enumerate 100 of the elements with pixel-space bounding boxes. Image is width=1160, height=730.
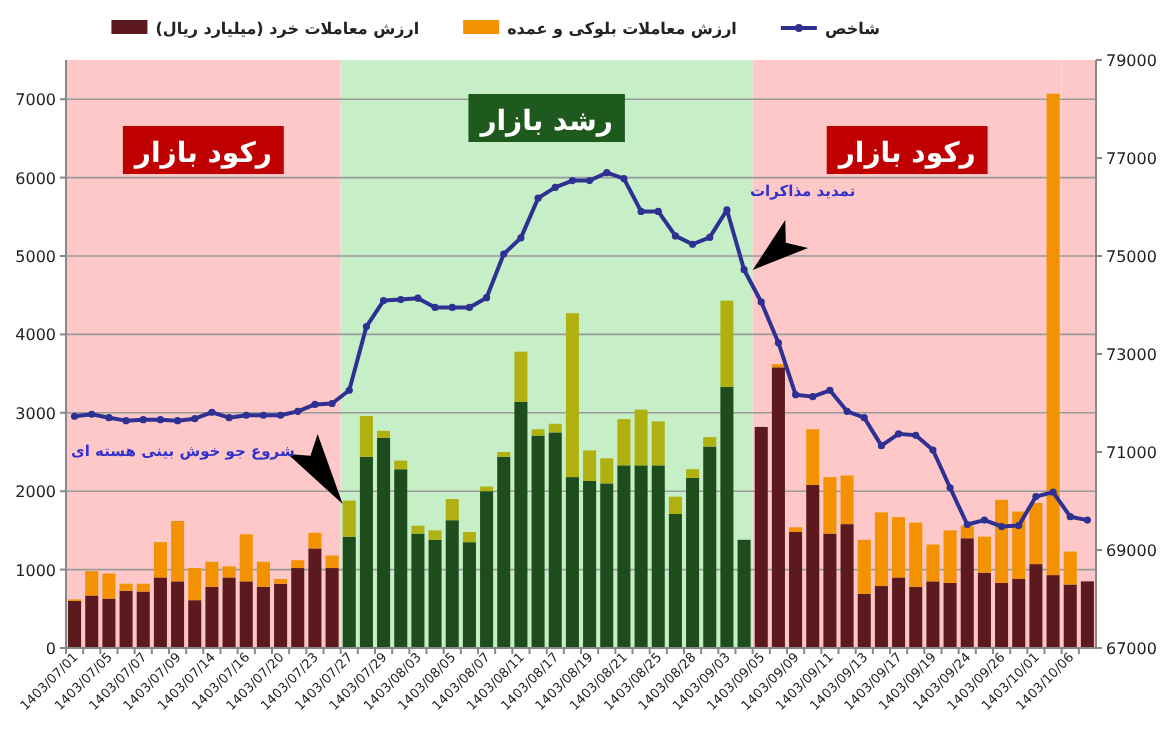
point [294, 407, 302, 415]
point [894, 430, 903, 438]
bar [102, 598, 116, 648]
band-label: رکود بازار [836, 138, 976, 170]
bar [703, 437, 717, 447]
bar [171, 581, 185, 648]
bar [960, 538, 974, 648]
bar [462, 531, 476, 543]
bar [342, 536, 356, 648]
bar [188, 600, 202, 648]
bar [377, 430, 391, 438]
bar [514, 351, 528, 402]
legend-label: ارزش معاملات خرد (میلیارد ریال) [155, 20, 420, 38]
bar [806, 484, 820, 648]
bar [497, 456, 511, 648]
bar [823, 533, 837, 648]
point [877, 442, 886, 450]
point [706, 233, 714, 241]
bar [754, 426, 768, 648]
bar [789, 531, 803, 648]
bar [548, 423, 562, 433]
point [465, 303, 474, 312]
bar [531, 429, 545, 436]
bar [411, 533, 425, 648]
bar [720, 300, 734, 387]
bar [1063, 551, 1077, 585]
y-tick-label: 5000 [15, 248, 56, 266]
bar [943, 530, 957, 583]
bar [977, 536, 991, 573]
bar [68, 600, 82, 648]
bar [1012, 579, 1026, 648]
bar [840, 475, 854, 525]
bar [771, 367, 785, 648]
point [620, 174, 628, 183]
bar [548, 432, 562, 648]
point [654, 207, 662, 216]
y-tick-label: 7000 [15, 91, 56, 110]
point [191, 415, 199, 423]
point [912, 431, 920, 439]
point [534, 194, 542, 202]
y2-tick-label: 67000 [1106, 640, 1157, 658]
bar [565, 477, 579, 648]
y-tick-label: 6000 [15, 169, 56, 188]
bar [85, 571, 99, 596]
bar [171, 520, 185, 582]
point [946, 484, 954, 492]
bar [119, 590, 133, 648]
bar [737, 539, 751, 648]
bar [325, 568, 339, 648]
point [225, 414, 233, 422]
bar [514, 401, 528, 648]
bar [1063, 584, 1077, 648]
bar [600, 483, 614, 648]
bar [188, 568, 202, 601]
bar [874, 586, 888, 648]
point [688, 240, 697, 248]
bar [668, 496, 682, 514]
bar [806, 429, 820, 485]
point [517, 234, 525, 242]
point [362, 322, 371, 331]
point [242, 411, 250, 419]
bar [205, 561, 219, 587]
point [929, 446, 937, 454]
bar [995, 499, 1009, 583]
y2-tick-label: 69000 [1106, 542, 1157, 560]
point [414, 294, 422, 302]
bar [617, 465, 631, 648]
bar [256, 561, 270, 587]
point [88, 410, 96, 418]
bar [823, 477, 837, 534]
y-tick-label: 2000 [15, 483, 56, 502]
point [826, 386, 834, 394]
bar [720, 386, 734, 648]
point [173, 417, 182, 425]
bar [892, 517, 906, 578]
bar [926, 581, 940, 648]
point [311, 400, 319, 409]
bar [239, 581, 253, 648]
bar [634, 465, 648, 648]
bar [857, 539, 871, 594]
point [980, 516, 989, 524]
bar [274, 583, 288, 648]
point [139, 416, 147, 424]
bar [222, 566, 236, 578]
bar [291, 568, 305, 648]
y2-tick-label: 75000 [1106, 248, 1157, 266]
point [397, 296, 405, 304]
point [122, 417, 130, 425]
bar [342, 500, 356, 537]
bar [617, 419, 631, 466]
bar [102, 573, 116, 599]
bar [977, 572, 991, 648]
bar [634, 409, 648, 466]
bar [600, 458, 614, 484]
bar [943, 582, 957, 648]
point [637, 207, 645, 216]
bar [205, 586, 219, 648]
bar [686, 469, 700, 478]
bar [256, 586, 270, 648]
y2-tick-label: 79000 [1106, 52, 1157, 70]
